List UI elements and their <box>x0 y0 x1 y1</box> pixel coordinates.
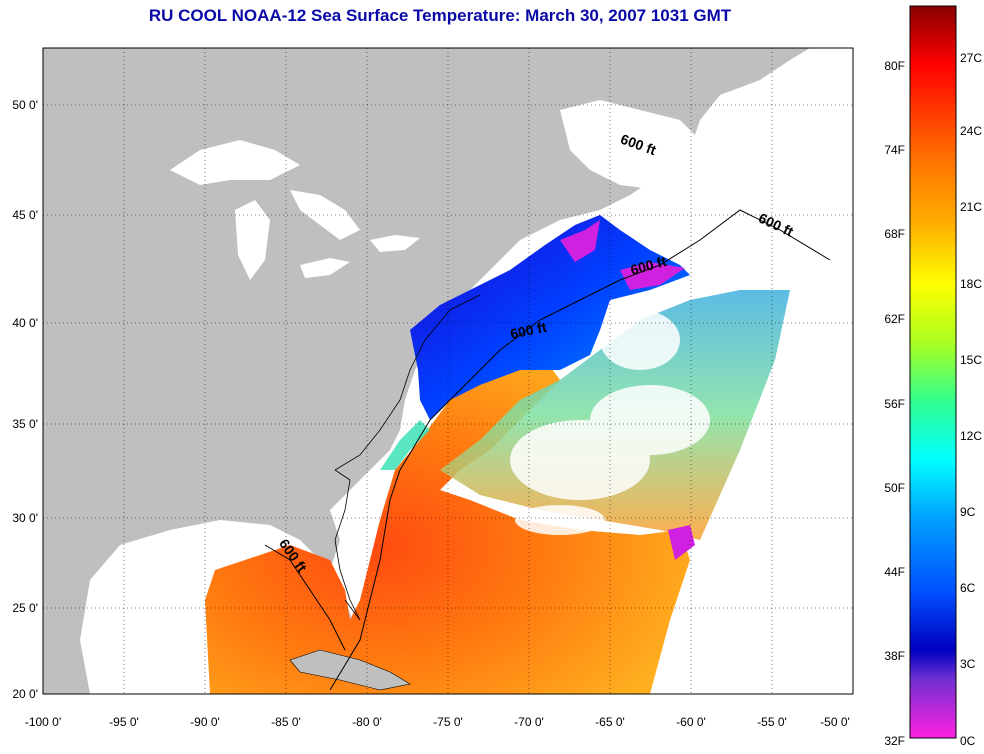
colorbar-c-label: 24C <box>960 124 982 138</box>
colorbar-c-label: 3C <box>960 657 976 671</box>
graticule <box>43 48 853 694</box>
map-title: RU COOL NOAA-12 Sea Surface Temperature:… <box>148 6 732 25</box>
colorbar-f-labels: 80F 74F 68F 62F 56F 50F 44F 38F 32F <box>884 59 905 748</box>
lon-tick: -80 0' <box>352 715 382 729</box>
colorbar-c-label: 18C <box>960 277 982 291</box>
contour-label-mid-atlantic: 600 ft <box>509 319 548 342</box>
lon-tick: -95 0' <box>109 715 139 729</box>
lat-tick: 35 0' <box>12 417 38 431</box>
lon-tick: -50 0' <box>820 715 850 729</box>
lon-tick-labels: -100 0' -95 0' -90 0' -85 0' -80 0' -75 … <box>25 715 850 729</box>
lon-tick: -90 0' <box>190 715 220 729</box>
gulf-st-lawrence <box>560 100 700 190</box>
colorbar-f-label: 44F <box>884 565 905 579</box>
lat-tick: 50 0' <box>12 98 38 112</box>
lon-tick: -60 0' <box>676 715 706 729</box>
cloud-patches <box>510 310 710 535</box>
sst-coldest-patches <box>560 220 695 560</box>
lat-tick: 20 0' <box>12 687 38 701</box>
colorbar-f-label: 74F <box>884 143 905 157</box>
colorbar-f-label: 32F <box>884 734 905 748</box>
lon-tick: -75 0' <box>433 715 463 729</box>
colorbar-f-label: 50F <box>884 481 905 495</box>
great-lakes <box>170 140 420 280</box>
colorbar-f-label: 68F <box>884 227 905 241</box>
colorbar-c-label: 21C <box>960 200 982 214</box>
colorbar-f-label: 38F <box>884 649 905 663</box>
colorbar-c-label: 9C <box>960 505 976 519</box>
lat-tick: 30 0' <box>12 511 38 525</box>
colorbar <box>909 5 957 739</box>
colorbar-c-label: 27C <box>960 51 982 65</box>
lat-tick: 45 0' <box>12 208 38 222</box>
lon-tick: -65 0' <box>595 715 625 729</box>
lat-tick: 25 0' <box>12 601 38 615</box>
colorbar-c-label: 6C <box>960 581 976 595</box>
lon-tick: -55 0' <box>757 715 787 729</box>
lon-tick: -70 0' <box>514 715 544 729</box>
lon-tick: -100 0' <box>25 715 61 729</box>
coastline <box>334 294 481 621</box>
colorbar-f-label: 62F <box>884 312 905 326</box>
colorbar-c-label: 0C <box>960 734 976 748</box>
lat-tick-labels: 50 0' 45 0' 40 0' 35 0' 30 0' 25 0' 20 0… <box>12 98 38 701</box>
sst-cold-shelf <box>410 215 690 420</box>
colorbar-c-label: 15C <box>960 353 982 367</box>
sst-warm-swath <box>205 366 690 694</box>
colorbar-f-label: 80F <box>884 59 905 73</box>
cuba-island <box>289 649 411 691</box>
colorbar-c-labels: 27C 24C 21C 18C 15C 12C 9C 6C 3C 0C <box>960 51 982 748</box>
colorbar-c-label: 12C <box>960 429 982 443</box>
colorbar-f-label: 56F <box>884 397 905 411</box>
lon-tick: -85 0' <box>271 715 301 729</box>
sst-coastal-teal <box>380 420 430 470</box>
lat-tick: 40 0' <box>12 316 38 330</box>
contour-600ft <box>264 209 831 691</box>
